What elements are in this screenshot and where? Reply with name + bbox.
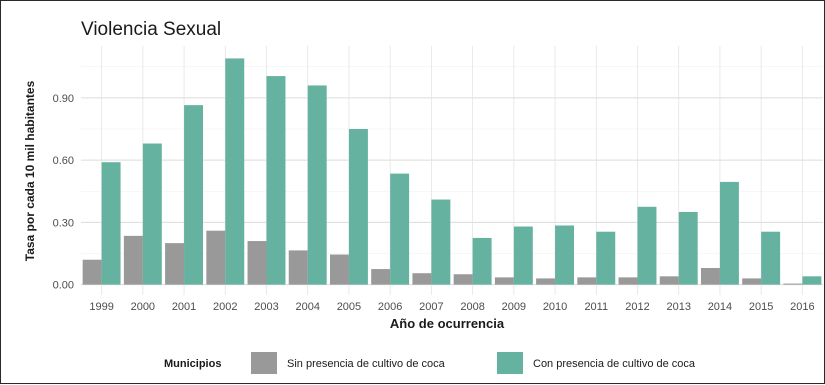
bar-con-presencia-2013 — [678, 212, 698, 285]
bar-con-presencia-2002 — [225, 58, 245, 285]
legend-swatch-sin-presencia — [251, 352, 277, 374]
bar-sin-presencia-2011 — [577, 277, 597, 285]
bar-con-presencia-2015 — [761, 231, 781, 285]
y-axis-ticks: 0.00 0.30 0.60 0.90 — [53, 93, 74, 292]
bar-con-presencia-2009 — [513, 226, 533, 285]
bar-sin-presencia-2006 — [371, 269, 391, 285]
bar-sin-presencia-2007 — [412, 273, 432, 285]
bar-sin-presencia-2005 — [329, 254, 349, 285]
bar-con-presencia-2007 — [431, 199, 451, 285]
x-tick-label-2001: 2001 — [172, 301, 196, 313]
bar-sin-presencia-2001 — [165, 243, 185, 285]
chart-title: Violencia Sexual — [81, 19, 221, 40]
x-tick-label-2003: 2003 — [254, 301, 278, 313]
x-tick-label-2004: 2004 — [295, 301, 319, 313]
bar-con-presencia-2008 — [472, 237, 492, 285]
x-tick-label-2016: 2016 — [790, 301, 814, 313]
bar-sin-presencia-2003 — [247, 241, 267, 285]
bar-con-presencia-2005 — [348, 129, 368, 285]
bar-sin-presencia-2008 — [453, 274, 473, 285]
x-tick-label-2005: 2005 — [337, 301, 361, 313]
y-tick-label: 0.00 — [53, 280, 74, 292]
bar-sin-presencia-2002 — [206, 230, 226, 285]
y-tick-label: 0.30 — [53, 217, 74, 229]
x-tick-label-2015: 2015 — [749, 301, 773, 313]
bar-con-presencia-2011 — [596, 231, 616, 285]
bars — [82, 58, 822, 285]
x-tick-label-2010: 2010 — [543, 301, 567, 313]
x-tick-label-2006: 2006 — [378, 301, 402, 313]
bar-con-presencia-2016 — [802, 276, 822, 285]
x-tick-label-2000: 2000 — [131, 301, 155, 313]
y-axis-title: Tasa por cada 10 mil habitantes — [23, 80, 37, 261]
x-axis-title: Año de ocurrencia — [390, 316, 505, 331]
bar-con-presencia-2000 — [142, 143, 162, 285]
legend: Municipios Sin presencia de cultivo de c… — [164, 352, 696, 374]
bar-sin-presencia-2013 — [659, 276, 679, 285]
x-tick-label-2014: 2014 — [708, 301, 732, 313]
bar-con-presencia-1999 — [101, 162, 121, 285]
x-tick-label-2007: 2007 — [419, 301, 443, 313]
bar-sin-presencia-2012 — [618, 277, 638, 285]
legend-title: Municipios — [164, 358, 221, 370]
x-tick-label-2002: 2002 — [213, 301, 237, 313]
bar-sin-presencia-2010 — [536, 278, 556, 285]
x-tick-label-1999: 1999 — [89, 301, 113, 313]
x-tick-label-2009: 2009 — [502, 301, 526, 313]
x-tick-label-2012: 2012 — [625, 301, 649, 313]
x-tick-label-2011: 2011 — [584, 301, 608, 313]
legend-label-sin-presencia: Sin presencia de cultivo de coca — [287, 358, 446, 370]
bar-con-presencia-2003 — [266, 76, 286, 285]
bar-con-presencia-2014 — [719, 181, 739, 285]
bar-sin-presencia-1999 — [82, 259, 102, 285]
y-tick-label: 0.60 — [53, 155, 74, 167]
bar-sin-presencia-2016 — [783, 283, 803, 285]
bar-sin-presencia-2009 — [494, 277, 514, 285]
x-tick-label-2013: 2013 — [666, 301, 690, 313]
bar-sin-presencia-2014 — [700, 268, 720, 285]
bar-sin-presencia-2004 — [288, 250, 308, 285]
x-tick-label-2008: 2008 — [460, 301, 484, 313]
bar-con-presencia-2012 — [637, 206, 657, 285]
x-axis-ticks: 1999 2000 2001 2002 2003 2004 2005 2006 2007 2008… — [89, 301, 814, 313]
y-tick-label: 0.90 — [53, 93, 74, 105]
bar-sin-presencia-2000 — [123, 235, 143, 285]
bar-con-presencia-2006 — [390, 173, 410, 285]
bar-con-presencia-2001 — [184, 105, 204, 285]
bar-sin-presencia-2015 — [742, 278, 762, 285]
bar-con-presencia-2004 — [307, 85, 327, 285]
bar-con-presencia-2010 — [555, 225, 575, 285]
legend-swatch-con-presencia — [497, 352, 523, 374]
legend-label-con-presencia: Con presencia de cultivo de coca — [533, 358, 696, 370]
